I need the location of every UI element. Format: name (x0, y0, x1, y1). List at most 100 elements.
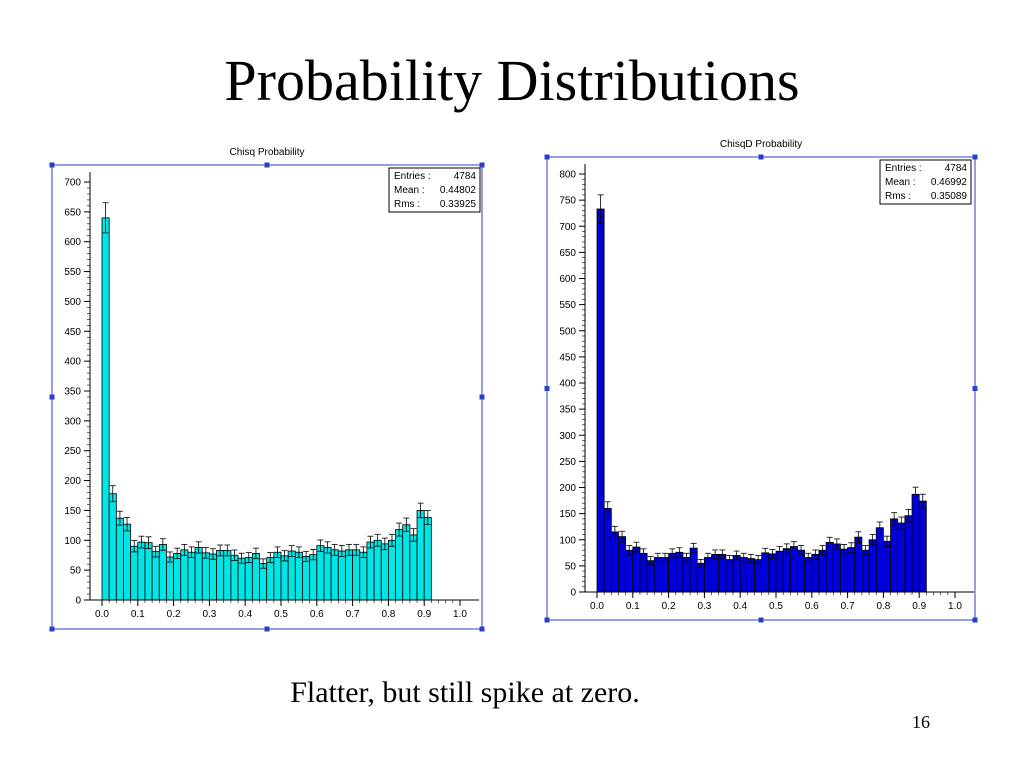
chisq-histogram-bar (280, 555, 289, 601)
chisqd-resize-handle (758, 617, 764, 623)
chisqd-histogram-bar (754, 559, 763, 593)
chisqd-stats-label: Entries : (885, 163, 922, 174)
chisqd-y-tick-label: 450 (559, 352, 576, 363)
chisq-histogram-bar (380, 543, 389, 601)
chisqd-resize-handle (972, 617, 978, 623)
chisqd-y-tick-label: 800 (559, 170, 576, 181)
chisqd-histogram-bar (653, 557, 662, 593)
chisq-histogram-bar (259, 563, 268, 601)
chisq-histogram-bar (316, 545, 325, 601)
chisq-x-tick-label: 0.2 (167, 609, 181, 620)
chisq-histogram-bar (423, 517, 432, 601)
chisqd-resize-handle (972, 386, 978, 391)
chisq-histogram-bar (158, 544, 167, 601)
chisq-stats-label: Entries : (394, 171, 431, 182)
chisqd-histogram-bar (646, 560, 655, 593)
chisq-histogram-bar (402, 524, 411, 601)
chisq-histogram-bar (194, 547, 203, 601)
chisq-x-tick-label: 0.3 (202, 609, 216, 620)
chisq-resize-handle (49, 394, 55, 400)
chisqd-x-tick-label: 0.7 (841, 601, 855, 612)
chisqd-histogram-bar (746, 558, 755, 593)
chisq-histogram-bar (266, 557, 275, 601)
chisq-histogram-bar (309, 554, 318, 601)
chisq-x-tick-label: 0.7 (346, 609, 360, 620)
chisq-histogram-bar (337, 550, 346, 601)
chisqd-histogram-bar (811, 553, 820, 593)
chisq-x-tick-label: 1.0 (453, 609, 467, 620)
chisq-histogram-bar (144, 542, 153, 601)
chisqd-histogram-bar (682, 557, 691, 593)
chisq-resize-handle (479, 626, 485, 632)
chisq-y-tick-label: 250 (64, 446, 81, 457)
chisq-x-tick-label: 0.1 (131, 609, 145, 620)
chisqd-y-tick-label: 650 (559, 248, 576, 259)
chisq-y-tick-label: 550 (64, 267, 81, 278)
chisqd-x-tick-label: 0.8 (876, 601, 890, 612)
chisqd-histogram-bar (875, 527, 884, 593)
chisqd-stats-value: 0.35089 (931, 191, 968, 202)
chisqd-y-tick-label: 600 (559, 274, 576, 285)
chisq-histogram-bar (273, 551, 282, 601)
chisq-histogram-bar (187, 551, 196, 601)
chisqd-x-tick-label: 1.0 (948, 601, 962, 612)
chisq-y-tick-label: 600 (64, 237, 81, 248)
chisqd-histogram-bar (711, 553, 720, 593)
chisq-y-tick-label: 200 (64, 476, 81, 487)
chisq-histogram-bar (330, 549, 339, 601)
chisq-histogram-bar (216, 550, 225, 601)
chisq-y-tick-label: 50 (70, 566, 82, 577)
chisqd-x-tick-label: 0.5 (769, 601, 783, 612)
slide-number: 16 (912, 712, 930, 732)
chisq-y-tick-label: 450 (64, 327, 81, 338)
chisq-histogram-bar (251, 553, 260, 601)
chisq-histogram-bar (359, 551, 368, 601)
chisq-stats-label: Rms : (394, 199, 420, 210)
chisqd-histogram-bar (668, 552, 677, 593)
chisqd-x-tick-label: 0.2 (662, 601, 676, 612)
chisq-y-tick-label: 400 (64, 357, 81, 368)
chisq-resize-handle (49, 626, 55, 632)
chisq-histogram-bar (323, 547, 332, 601)
chisqd-histogram-bar (732, 555, 741, 593)
chisq-resize-handle (49, 162, 55, 168)
slide-title: Probability Distributions (224, 48, 800, 113)
chisq-histogram-bar (373, 539, 382, 601)
chisq-histogram-bar (287, 550, 296, 601)
chisqd-x-tick-label: 0.9 (912, 601, 926, 612)
chisq-histogram-bar (223, 550, 232, 601)
chisqd-histogram-bar (818, 549, 827, 593)
chisqd-histogram-bar (797, 549, 806, 593)
chisqd-histogram-bar (911, 493, 920, 593)
chisq-resize-handle (264, 626, 270, 632)
chisqd-y-tick-label: 50 (565, 561, 577, 572)
chisqd-y-tick-label: 550 (559, 300, 576, 311)
chisqd-histogram-bar (689, 547, 698, 593)
chisqd-y-tick-label: 350 (559, 405, 576, 416)
chisq-y-tick-label: 100 (64, 536, 81, 547)
chisq-x-tick-label: 0.6 (310, 609, 324, 620)
chisq-y-tick-label: 350 (64, 387, 81, 398)
chisqd-y-tick-label: 500 (559, 326, 576, 337)
chisq-x-tick-label: 0.4 (238, 609, 252, 620)
chisqd-histogram-bar (603, 507, 612, 593)
chisqd-histogram-bar (725, 559, 734, 593)
chisq-histogram-bar (352, 549, 361, 601)
chisqd-y-tick-label: 150 (559, 509, 576, 520)
chisq-x-tick-label: 0.5 (274, 609, 288, 620)
chisqd-histogram-bar (890, 518, 899, 593)
chisqd-histogram-bar (610, 531, 619, 593)
chisq-y-tick-label: 0 (75, 596, 81, 607)
chisqd-histogram-bar (868, 539, 877, 593)
chisqd-x-tick-label: 0.0 (590, 601, 604, 612)
chisq-y-tick-label: 150 (64, 506, 81, 517)
chisqd-x-tick-label: 0.1 (626, 601, 640, 612)
chisq-y-tick-label: 300 (64, 416, 81, 427)
chisqd-histogram-bar (661, 557, 670, 593)
chisq-chart-title: Chisq Probability (229, 147, 304, 158)
chisq-y-tick-label: 700 (64, 178, 81, 189)
chisq-stats-value: 0.33925 (440, 199, 477, 210)
chisqd-histogram-bar (768, 553, 777, 593)
chisqd-histogram-bar (825, 541, 834, 593)
